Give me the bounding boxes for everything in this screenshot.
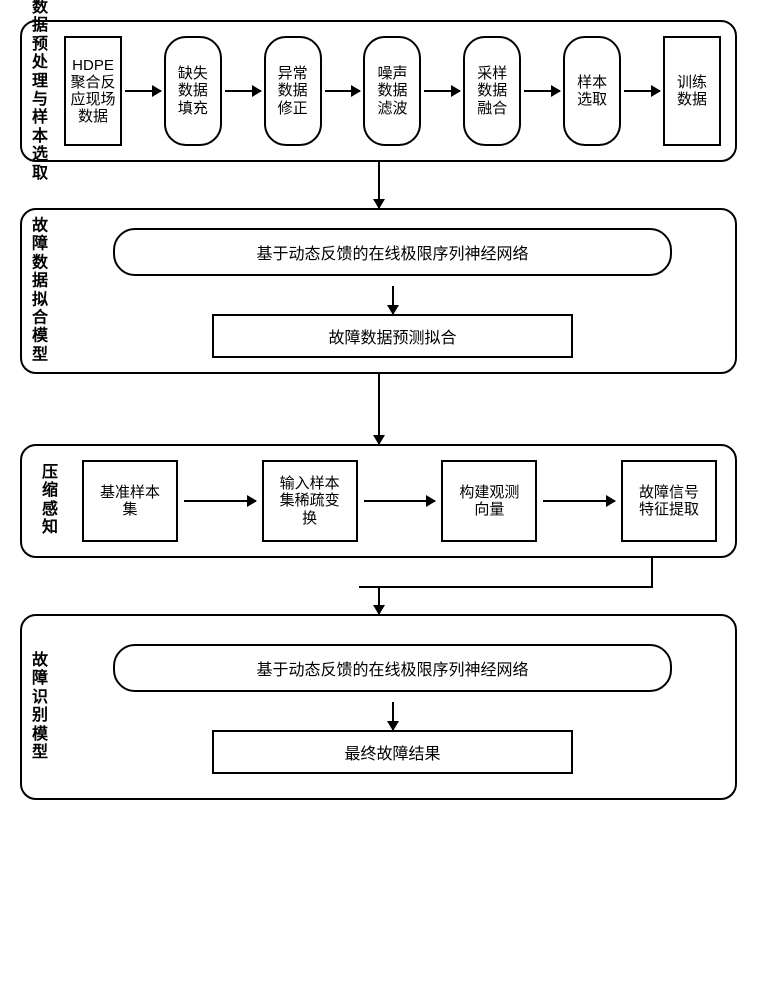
s4-network-pill: 基于动态反馈的在线极限序列神经网络 xyxy=(113,644,671,692)
arrow-icon xyxy=(392,286,394,314)
s1-box-text: 样本选取 xyxy=(576,74,608,109)
section-compressed-sensing: 压缩感知 基准样本集 输入样本集稀疏变换 构建观测向量 故障信号特征提取 xyxy=(20,444,737,558)
arrow-icon xyxy=(125,90,161,92)
section-label-1: 数据预处理与样本选取 xyxy=(30,0,50,183)
section-label-3: 压缩感知 xyxy=(40,464,60,538)
s1-box-missing-fill: 缺失数据填充 xyxy=(164,36,222,146)
section-label-4: 故障识别模型 xyxy=(30,652,50,762)
arrow-icon xyxy=(378,586,380,614)
s1-box-text: 训练数据 xyxy=(676,74,708,109)
arrow-s3-s4 xyxy=(20,558,737,614)
s3-box-feature-extract: 故障信号特征提取 xyxy=(621,460,717,542)
s3-box-text: 输入样本集稀疏变换 xyxy=(276,475,344,527)
s1-row: HDPE聚合反应现场数据 缺失数据填充 异常数据修正 噪声数据滤波 采样数据融合… xyxy=(64,36,721,146)
arrow-icon xyxy=(378,374,380,444)
s3-box-obs-vector: 构建观测向量 xyxy=(441,460,537,542)
s2-fit-rect: 故障数据预测拟合 xyxy=(212,314,573,358)
s1-box-sample-fusion: 采样数据融合 xyxy=(463,36,521,146)
s3-box-text: 基准样本集 xyxy=(96,484,164,519)
arrow-s2-s3 xyxy=(20,374,737,444)
s3-box-base-set: 基准样本集 xyxy=(82,460,178,542)
s1-box-text: 缺失数据填充 xyxy=(177,65,209,117)
s1-box-text: 异常数据修正 xyxy=(277,65,309,117)
arrow-icon xyxy=(378,162,380,208)
s1-box-hdpe-data: HDPE聚合反应现场数据 xyxy=(64,36,122,146)
s1-box-sample-select: 样本选取 xyxy=(563,36,621,146)
arrow-icon xyxy=(225,90,261,92)
arrow-icon xyxy=(364,500,436,502)
section-label-2: 故障数据拟合模型 xyxy=(30,217,50,364)
arrow-icon xyxy=(524,90,560,92)
arrow-icon xyxy=(543,500,615,502)
arrow-icon xyxy=(392,702,394,730)
arrow-icon xyxy=(184,500,256,502)
s3-box-text: 构建观测向量 xyxy=(455,484,523,519)
s3-box-text: 故障信号特征提取 xyxy=(635,484,703,519)
arrow-icon xyxy=(624,90,660,92)
s2-network-pill: 基于动态反馈的在线极限序列神经网络 xyxy=(113,228,671,276)
s1-box-train-data: 训练数据 xyxy=(663,36,721,146)
arrow-icon xyxy=(424,90,460,92)
arrow-segment-icon xyxy=(651,558,653,586)
arrow-segment-icon xyxy=(359,586,654,588)
section-fault-recognition-model: 故障识别模型 基于动态反馈的在线极限序列神经网络 最终故障结果 xyxy=(20,614,737,800)
s3-box-sparse-transform: 输入样本集稀疏变换 xyxy=(262,460,358,542)
s1-box-anomaly-correct: 异常数据修正 xyxy=(264,36,322,146)
arrow-s1-s2 xyxy=(20,162,737,208)
s4-result-rect: 最终故障结果 xyxy=(212,730,573,774)
arrow-s4-inner xyxy=(64,702,721,730)
s1-box-text: HDPE聚合反应现场数据 xyxy=(70,57,116,126)
section-preprocessing: 数据预处理与样本选取 HDPE聚合反应现场数据 缺失数据填充 异常数据修正 噪声… xyxy=(20,20,737,162)
section-fault-fit-model: 故障数据拟合模型 基于动态反馈的在线极限序列神经网络 故障数据预测拟合 xyxy=(20,208,737,374)
s1-box-noise-filter: 噪声数据滤波 xyxy=(363,36,421,146)
arrow-icon xyxy=(325,90,361,92)
arrow-s2-inner xyxy=(64,286,721,314)
s3-row: 基准样本集 输入样本集稀疏变换 构建观测向量 故障信号特征提取 xyxy=(82,460,717,542)
s1-box-text: 噪声数据滤波 xyxy=(376,65,408,117)
s1-box-text: 采样数据融合 xyxy=(476,65,508,117)
